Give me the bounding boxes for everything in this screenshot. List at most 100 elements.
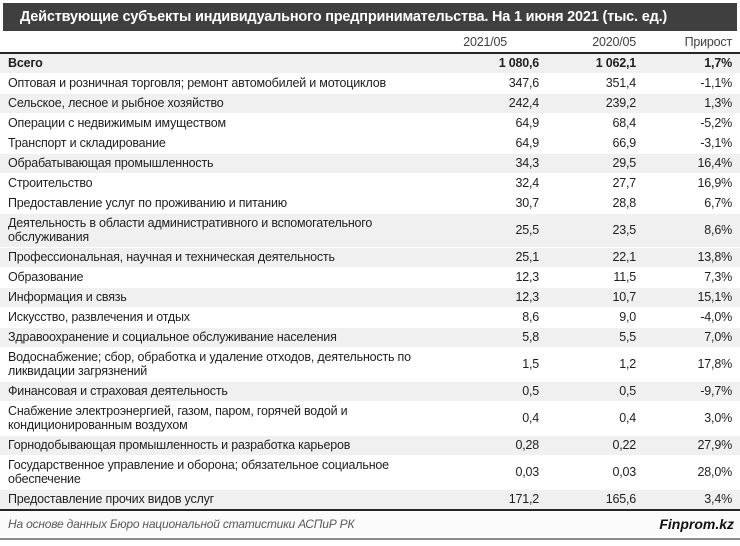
row-label: Предоставление услуг по проживанию и пит… xyxy=(8,196,287,210)
cell-growth: 15,1% xyxy=(697,290,733,304)
row-label: Транспорт и складирование xyxy=(8,136,166,150)
cell-2021-05: 171,2 xyxy=(508,492,539,506)
cell-2020-05: 22,1 xyxy=(612,250,636,264)
table-row: Операции с недвижимым имуществом 64,9 68,4… xyxy=(0,113,740,133)
table-row: Информация и связь 12,3 10,7 15,1% xyxy=(0,287,740,307)
cell-2020-05: 351,4 xyxy=(605,76,636,90)
row-label: Здравоохранение и социальное обслуживани… xyxy=(8,330,337,344)
table-row: Финансовая и страховая деятельность 0,5 0,… xyxy=(0,381,740,401)
column-header-2020-05: 2020/05 xyxy=(592,35,636,49)
cell-2021-05: 242,4 xyxy=(508,96,539,110)
cell-growth: 6,7% xyxy=(704,196,732,210)
cell-growth: 16,9% xyxy=(697,176,733,190)
column-header-2021-05: 2021/05 xyxy=(463,35,507,49)
cell-2020-05: 27,7 xyxy=(612,176,636,190)
cell-2020-05: 10,7 xyxy=(612,290,636,304)
cell-growth: 16,4% xyxy=(697,156,733,170)
cell-growth: 7,0% xyxy=(704,330,732,344)
cell-2021-05: 12,3 xyxy=(515,270,539,284)
finprom-brand-link[interactable]: Finprom.kz xyxy=(659,516,734,532)
cell-2021-05: 1 080,6 xyxy=(498,56,540,70)
table-row: Горнодобывающая промышленность и разрабо… xyxy=(0,435,740,455)
cell-2020-05: 23,5 xyxy=(612,223,636,237)
cell-2020-05: 29,5 xyxy=(612,156,636,170)
cell-growth: 1,7% xyxy=(704,56,732,70)
cell-growth: 3,4% xyxy=(704,492,732,506)
bottom-divider xyxy=(0,538,740,540)
cell-growth: 28,0% xyxy=(697,465,733,479)
cell-2020-05: 0,03 xyxy=(612,465,636,479)
row-label: Образование xyxy=(8,270,84,284)
row-label: Деятельность в области административного… xyxy=(8,216,373,244)
cell-growth: 1,3% xyxy=(704,96,732,110)
cell-growth: 13,8% xyxy=(697,250,733,264)
cell-2021-05: 0,03 xyxy=(515,465,539,479)
data-source-note: На основе данных Бюро национальной стати… xyxy=(8,517,355,531)
cell-growth: -3,1% xyxy=(700,136,732,150)
row-label: Горнодобывающая промышленность и разрабо… xyxy=(8,438,351,452)
cell-2020-05: 0,5 xyxy=(619,384,636,398)
cell-2020-05: 1,2 xyxy=(619,357,636,371)
cell-2021-05: 30,7 xyxy=(515,196,539,210)
table-row: Здравоохранение и социальное обслуживани… xyxy=(0,327,740,347)
cell-2020-05: 5,5 xyxy=(619,330,636,344)
row-label: Государственное управление и оборона; об… xyxy=(8,458,389,486)
row-label: Снабжение электроэнергией, газом, паром,… xyxy=(8,404,348,432)
table-row: Всего 1 080,6 1 062,1 1,7% xyxy=(0,54,740,73)
cell-2020-05: 239,2 xyxy=(605,96,636,110)
cell-2020-05: 1 062,1 xyxy=(595,56,637,70)
table-row: Снабжение электроэнергией, газом, паром,… xyxy=(0,401,740,435)
cell-2021-05: 8,6 xyxy=(522,310,539,324)
cell-growth: 7,3% xyxy=(704,270,732,284)
cell-2021-05: 25,1 xyxy=(515,250,539,264)
cell-2020-05: 0,4 xyxy=(619,411,636,425)
cell-growth: -9,7% xyxy=(700,384,732,398)
cell-2021-05: 0,4 xyxy=(522,411,539,425)
cell-growth: -5,2% xyxy=(700,116,732,130)
table-row: Государственное управление и оборона; об… xyxy=(0,455,740,489)
cell-2020-05: 11,5 xyxy=(613,270,636,284)
row-label: Строительство xyxy=(8,176,93,190)
row-label: Искусство, развлечения и отдых xyxy=(8,310,190,324)
cell-2020-05: 0,22 xyxy=(612,438,636,452)
cell-2021-05: 0,28 xyxy=(515,438,539,452)
cell-growth: 8,6% xyxy=(704,223,732,237)
row-label: Оптовая и розничная торговля; ремонт авт… xyxy=(8,76,386,90)
table-body: Всего 1 080,6 1 062,1 1,7% Оптовая и розничн… xyxy=(0,52,740,511)
cell-2021-05: 34,3 xyxy=(515,156,539,170)
cell-growth: 27,9% xyxy=(697,438,733,452)
column-header-growth: Прирост xyxy=(684,35,733,49)
cell-growth: 3,0% xyxy=(704,411,732,425)
table-row: Предоставление услуг по проживанию и пит… xyxy=(0,193,740,213)
table-row: Профессиональная, научная и техническая … xyxy=(0,247,740,267)
table-row: Искусство, развлечения и отдых 8,6 9,0 -4,0… xyxy=(0,307,740,327)
table-row: Транспорт и складирование 64,9 66,9 -3,1% xyxy=(0,133,740,153)
table-row: Обрабатывающая промышленность 34,3 29,5 16,… xyxy=(0,153,740,173)
table-row: Водоснабжение; сбор, обработка и удалени… xyxy=(0,347,740,381)
row-label: Финансовая и страховая деятельность xyxy=(8,384,228,398)
cell-2021-05: 12,3 xyxy=(515,290,539,304)
cell-2021-05: 64,9 xyxy=(515,136,539,150)
row-label: Обрабатывающая промышленность xyxy=(8,156,214,170)
cell-2021-05: 64,9 xyxy=(515,116,539,130)
table-row: Оптовая и розничная торговля; ремонт авт… xyxy=(0,73,740,93)
table-row: Образование 12,3 11,5 7,3% xyxy=(0,267,740,287)
cell-2021-05: 347,6 xyxy=(508,76,539,90)
table-row: Строительство 32,4 27,7 16,9% xyxy=(0,173,740,193)
row-label: Водоснабжение; сбор, обработка и удалени… xyxy=(8,350,411,378)
cell-growth: 17,8% xyxy=(697,357,733,371)
cell-2020-05: 28,8 xyxy=(612,196,636,210)
row-label: Предоставление прочих видов услуг xyxy=(8,492,215,506)
figure-title: Действующие субъекты индивидуального пре… xyxy=(3,3,737,31)
cell-2021-05: 5,8 xyxy=(522,330,539,344)
cell-growth: -4,0% xyxy=(700,310,732,324)
cell-2020-05: 9,0 xyxy=(619,310,636,324)
row-label: Сельское, лесное и рыбное хозяйство xyxy=(8,96,224,110)
footer: На основе данных Бюро национальной стати… xyxy=(0,511,740,536)
table-row: Сельское, лесное и рыбное хозяйство 242,4… xyxy=(0,93,740,113)
row-label: Всего xyxy=(8,56,43,70)
cell-growth: -1,1% xyxy=(700,76,732,90)
cell-2020-05: 68,4 xyxy=(612,116,636,130)
row-label: Информация и связь xyxy=(8,290,127,304)
